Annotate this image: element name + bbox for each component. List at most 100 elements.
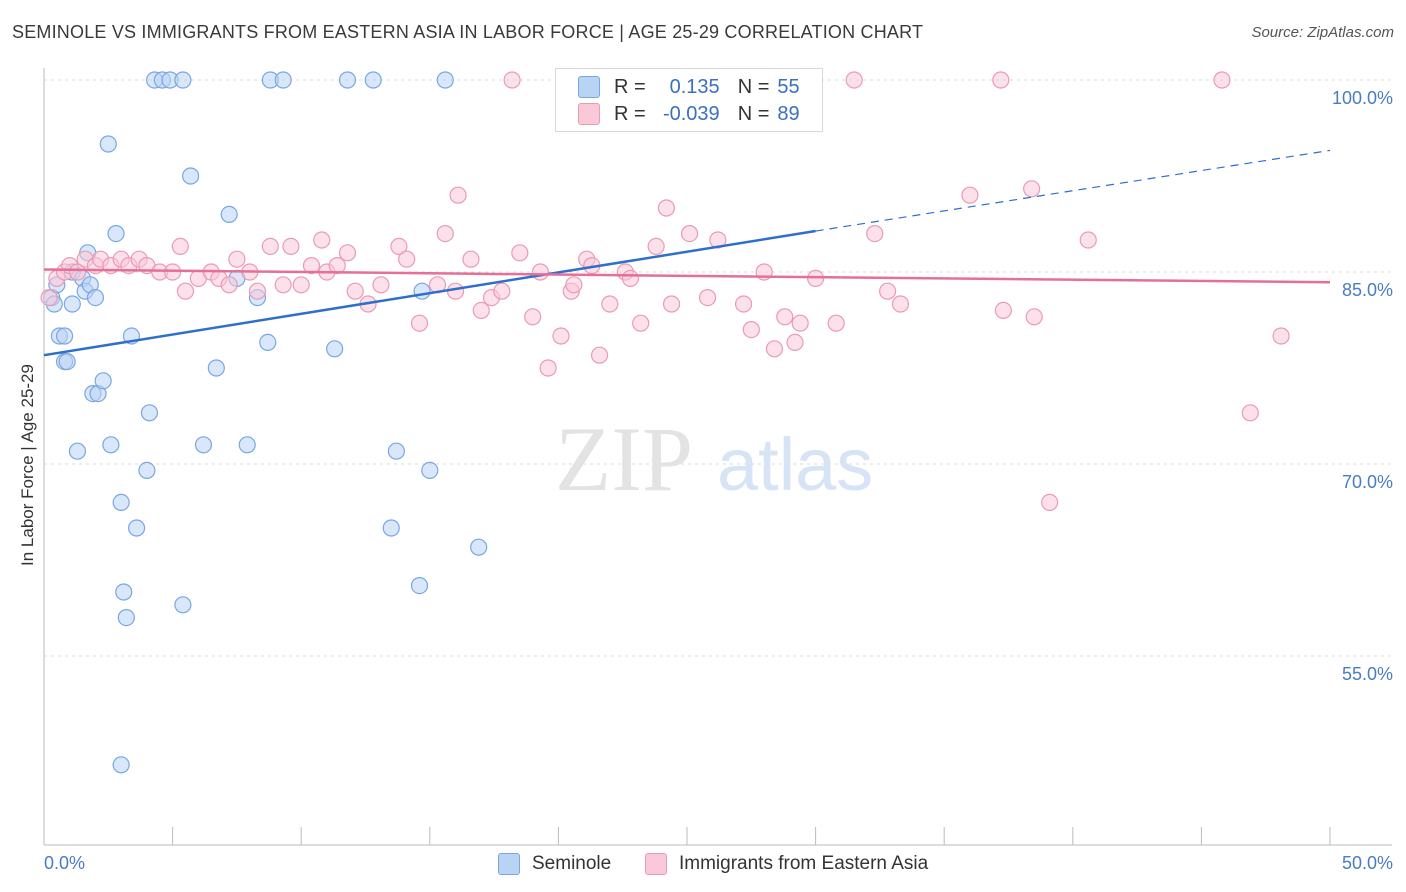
seminole-point xyxy=(63,295,81,313)
immigrants-point xyxy=(446,282,465,300)
immigrants-swatch xyxy=(578,103,600,125)
legend-item-seminole: Seminole xyxy=(498,852,611,876)
immigrants-point xyxy=(961,186,979,204)
seminole-point xyxy=(174,596,192,614)
seminole-point xyxy=(58,353,76,371)
immigrants-point xyxy=(992,71,1010,89)
legend-item-immigrants: Immigrants from Eastern Asia xyxy=(645,852,928,876)
immigrants-point xyxy=(248,282,267,300)
immigrants-point xyxy=(845,71,863,89)
immigrants-point xyxy=(552,327,570,345)
n-label: N = xyxy=(737,75,770,98)
seminole-point xyxy=(182,167,200,185)
immigrants-point xyxy=(1213,71,1231,89)
seminole-point xyxy=(421,461,439,479)
seminole-point xyxy=(238,436,256,454)
immigrants-point xyxy=(827,314,845,332)
x-tick-label-min: 0.0% xyxy=(44,853,85,873)
seminole-point xyxy=(207,359,225,377)
immigrants-point xyxy=(261,237,279,255)
immigrants-point xyxy=(891,295,910,313)
data-points xyxy=(40,71,1290,774)
x-tick-labels: 0.0% 50.0% xyxy=(44,853,1393,873)
n-value-seminole: 55 xyxy=(777,75,800,98)
seminole-point xyxy=(436,71,454,89)
immigrants-point xyxy=(40,289,58,307)
immigrants-point xyxy=(503,71,521,89)
watermark-atlas: atlas xyxy=(717,423,873,506)
immigrants-point xyxy=(776,308,794,326)
y-tick-label: 85.0% xyxy=(1342,280,1393,300)
seminole-trend-line xyxy=(43,229,816,357)
seminole-point xyxy=(382,519,400,537)
immigrants-point xyxy=(410,314,429,332)
immigrants-point xyxy=(436,225,454,243)
immigrants-point xyxy=(274,276,292,294)
immigrants-point xyxy=(786,333,804,351)
immigrants-legend-swatch xyxy=(645,853,667,875)
immigrants-point xyxy=(657,199,676,217)
immigrants-point xyxy=(647,237,665,255)
immigrants-point xyxy=(590,346,609,364)
seminole-point xyxy=(387,442,405,460)
immigrants-point xyxy=(472,301,490,319)
seminole-point xyxy=(102,436,120,454)
seminole-point xyxy=(140,404,159,422)
gridlines xyxy=(44,79,1392,657)
watermark-zip: ZIP xyxy=(555,408,693,510)
immigrants-point xyxy=(632,314,650,332)
immigrants-point xyxy=(176,282,195,300)
immigrants-point xyxy=(372,276,390,294)
immigrants-point xyxy=(1272,327,1290,345)
seminole-point xyxy=(112,756,130,774)
immigrants-point xyxy=(493,282,511,300)
immigrants-point xyxy=(524,308,542,326)
immigrants-point xyxy=(398,250,416,268)
immigrants-point xyxy=(539,359,557,377)
immigrants-point xyxy=(565,276,583,294)
immigrants-point xyxy=(1025,308,1043,326)
immigrants-trend-line xyxy=(43,268,1331,284)
y-tick-labels: 100.0% 85.0% 70.0% 55.0% xyxy=(1332,88,1393,684)
seminole-point xyxy=(364,71,382,89)
seminole-point xyxy=(55,327,74,345)
immigrants-point xyxy=(449,186,467,204)
seminole-point xyxy=(470,538,488,556)
seminole-point xyxy=(326,340,344,358)
immigrants-point xyxy=(1041,493,1059,511)
immigrants-point xyxy=(994,301,1012,319)
immigrants-point xyxy=(742,321,760,339)
n-value-immigrants: 89 xyxy=(777,102,800,125)
immigrants-point xyxy=(791,314,809,332)
n-label: N = xyxy=(737,102,770,125)
stats-row-seminole: R = 0.135 N = 55 xyxy=(578,75,800,99)
immigrants-point xyxy=(662,295,681,313)
immigrants-point xyxy=(462,250,480,268)
seminole-point xyxy=(107,225,125,243)
immigrants-point xyxy=(511,244,529,262)
seminole-point xyxy=(413,282,431,300)
r-label: R = xyxy=(614,102,646,125)
immigrants-point xyxy=(734,295,753,313)
immigrants-point xyxy=(698,289,717,307)
seminole-point xyxy=(86,289,105,307)
seminole-point xyxy=(274,71,292,89)
seminole-point xyxy=(174,71,192,89)
source-credit: Source: ZipAtlas.com xyxy=(1251,24,1394,41)
r-label: R = xyxy=(614,75,646,98)
legend-label-immigrants: Immigrants from Eastern Asia xyxy=(679,853,929,874)
trend-lines xyxy=(43,149,1331,357)
r-value-immigrants: -0.039 xyxy=(662,102,720,125)
seminole-point xyxy=(138,461,156,479)
seminole-point xyxy=(99,135,117,153)
immigrants-point xyxy=(68,263,87,281)
chart-title: SEMINOLE VS IMMIGRANTS FROM EASTERN ASIA… xyxy=(12,22,924,42)
immigrants-point xyxy=(302,257,321,275)
y-tick-label: 55.0% xyxy=(1342,664,1393,684)
seminole-point xyxy=(68,442,87,460)
immigrants-point xyxy=(228,250,246,268)
axes xyxy=(43,68,1392,846)
seminole-point xyxy=(127,519,146,537)
immigrants-point xyxy=(621,269,640,287)
